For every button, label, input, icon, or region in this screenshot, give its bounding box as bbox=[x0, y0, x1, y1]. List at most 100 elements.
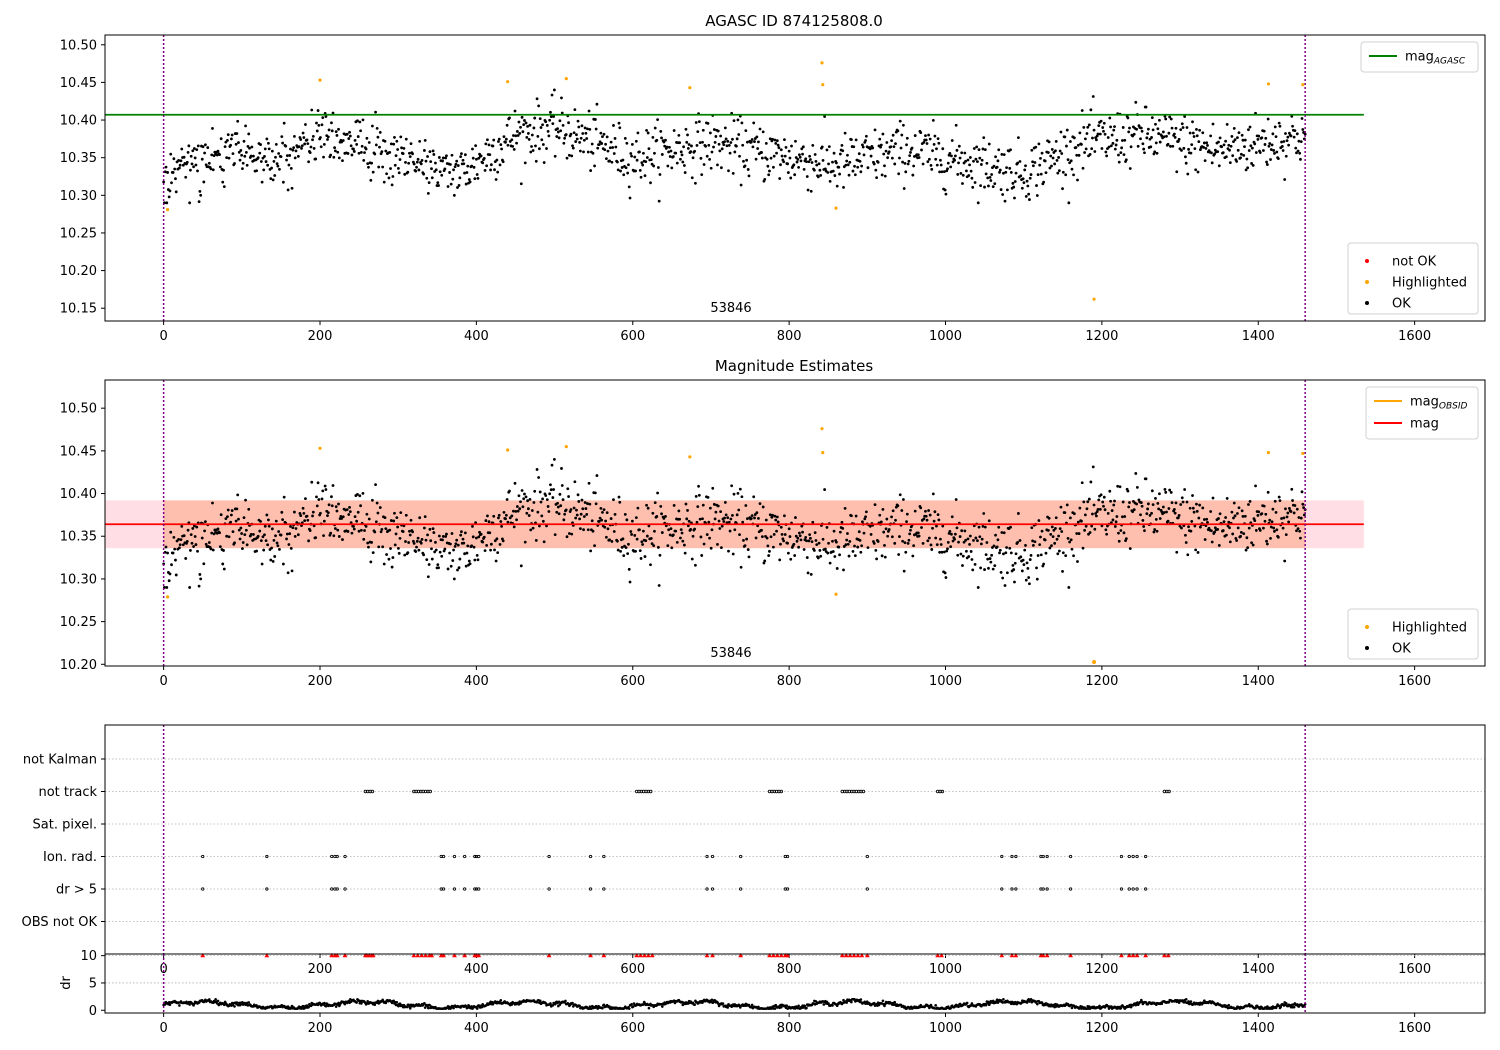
data-point bbox=[1112, 503, 1116, 507]
data-point bbox=[1044, 551, 1048, 555]
data-point bbox=[468, 562, 472, 566]
data-point bbox=[610, 540, 614, 543]
data-point bbox=[1272, 526, 1276, 530]
data-point bbox=[670, 546, 674, 550]
data-point bbox=[552, 115, 556, 118]
data-point bbox=[382, 562, 386, 566]
data-point bbox=[419, 162, 423, 166]
data-point bbox=[957, 144, 961, 148]
data-point bbox=[582, 150, 585, 154]
data-point bbox=[1076, 143, 1080, 147]
data-point bbox=[797, 165, 801, 169]
data-point bbox=[1067, 201, 1071, 205]
data-point bbox=[705, 533, 709, 536]
data-point bbox=[899, 146, 903, 150]
data-point bbox=[1284, 154, 1288, 158]
data-point bbox=[387, 176, 391, 180]
data-point bbox=[1109, 521, 1113, 525]
data-point bbox=[282, 121, 286, 125]
data-point bbox=[642, 529, 645, 533]
data-point bbox=[698, 141, 702, 145]
data-point bbox=[988, 557, 992, 560]
data-point bbox=[1241, 138, 1245, 142]
data-point bbox=[978, 535, 982, 539]
data-point bbox=[950, 154, 953, 158]
data-point bbox=[706, 495, 710, 499]
x-tick-label: 600 bbox=[620, 1021, 645, 1036]
data-point bbox=[668, 533, 672, 537]
data-point bbox=[623, 512, 627, 516]
data-point bbox=[1284, 132, 1287, 135]
data-point bbox=[892, 145, 896, 149]
data-point bbox=[552, 457, 556, 461]
data-point bbox=[652, 544, 656, 548]
data-point bbox=[194, 163, 198, 167]
data-point bbox=[474, 144, 478, 148]
data-point bbox=[927, 157, 931, 161]
data-point bbox=[1000, 531, 1004, 534]
data-point bbox=[277, 152, 281, 155]
data-point bbox=[979, 566, 982, 570]
data-point bbox=[1291, 124, 1294, 128]
data-point bbox=[565, 535, 569, 539]
data-point bbox=[570, 532, 574, 536]
data-point bbox=[940, 170, 944, 174]
data-point bbox=[668, 145, 671, 149]
data-point bbox=[238, 537, 242, 541]
data-point bbox=[1210, 161, 1214, 165]
data-point bbox=[376, 511, 380, 515]
data-point bbox=[265, 513, 269, 517]
data-point bbox=[512, 509, 515, 513]
data-point bbox=[438, 170, 442, 174]
data-point bbox=[1217, 140, 1220, 144]
data-point bbox=[789, 557, 793, 561]
data-point bbox=[518, 131, 522, 135]
dr-clipped-marker bbox=[1134, 953, 1140, 958]
dr-clipped-marker bbox=[859, 953, 865, 958]
data-point bbox=[1075, 532, 1079, 535]
data-point bbox=[456, 568, 459, 572]
data-point bbox=[1236, 136, 1239, 140]
data-point bbox=[459, 155, 463, 159]
data-point bbox=[667, 528, 671, 532]
data-point bbox=[789, 176, 793, 180]
data-point bbox=[1077, 532, 1081, 535]
data-point bbox=[701, 517, 704, 521]
data-point bbox=[980, 537, 984, 541]
data-point bbox=[594, 502, 598, 506]
data-point bbox=[174, 177, 177, 181]
data-point bbox=[672, 129, 676, 132]
data-point bbox=[280, 135, 284, 138]
data-point bbox=[1217, 517, 1220, 520]
data-point bbox=[352, 147, 355, 151]
data-point bbox=[455, 159, 459, 163]
dr-clipped-marker bbox=[1126, 953, 1132, 958]
data-point bbox=[404, 540, 407, 543]
data-point bbox=[1082, 500, 1086, 504]
data-point bbox=[764, 518, 768, 522]
data-point bbox=[422, 553, 426, 557]
data-point bbox=[411, 152, 414, 156]
data-point bbox=[625, 141, 629, 145]
data-point bbox=[961, 173, 965, 177]
data-point bbox=[274, 142, 278, 146]
data-point bbox=[989, 179, 993, 182]
data-point bbox=[292, 146, 296, 150]
dr-point bbox=[984, 1003, 988, 1007]
data-point bbox=[629, 530, 633, 533]
data-point bbox=[1270, 520, 1274, 524]
data-point bbox=[709, 166, 713, 170]
flag-mark bbox=[370, 789, 375, 794]
data-point bbox=[1022, 563, 1026, 566]
dr-point bbox=[408, 1007, 412, 1010]
data-point bbox=[522, 123, 526, 127]
data-point bbox=[233, 162, 236, 165]
data-point bbox=[436, 181, 440, 185]
x-tick-label: 1000 bbox=[929, 674, 962, 689]
data-point bbox=[186, 528, 190, 532]
data-point bbox=[1038, 543, 1042, 547]
data-point bbox=[651, 135, 655, 139]
data-point bbox=[954, 498, 958, 501]
data-point bbox=[497, 516, 500, 520]
data-point bbox=[741, 520, 745, 524]
